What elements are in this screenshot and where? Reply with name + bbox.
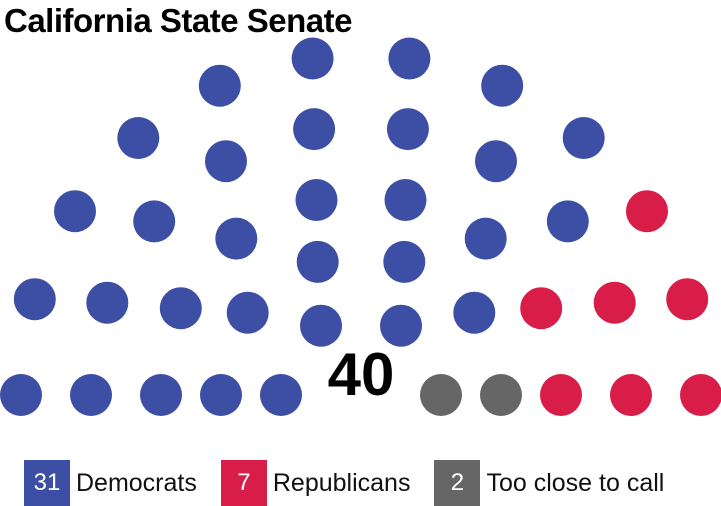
legend-item-democrats: 31 Democrats	[24, 460, 197, 506]
legend-label-democrats: Democrats	[76, 468, 197, 497]
legend-label-too-close: Too close to call	[486, 468, 665, 497]
legend-count-too-close: 2	[434, 460, 481, 506]
seat-too-close-to-call	[420, 374, 462, 416]
seat-democrats	[562, 117, 605, 159]
seat-republicans	[666, 278, 709, 321]
seat-democrats	[453, 291, 496, 334]
seat-democrats	[54, 190, 96, 233]
seat-republicans	[626, 190, 668, 233]
legend-item-republicans: 7 Republicans	[220, 460, 411, 506]
seat-democrats	[140, 374, 182, 416]
seat-democrats	[386, 108, 429, 151]
seat-democrats	[200, 374, 242, 416]
seat-democrats	[215, 217, 258, 260]
seat-democrats	[481, 64, 524, 107]
seat-democrats	[86, 281, 129, 324]
legend-item-too-close: 2 Too close to call	[434, 460, 664, 506]
seat-democrats	[226, 291, 269, 334]
legend-label-republicans: Republicans	[272, 468, 411, 497]
legend-count-republicans: 7	[220, 460, 267, 506]
total-seats: 40	[327, 341, 395, 408]
seat-democrats	[205, 140, 247, 183]
seat-democrats	[295, 179, 338, 221]
seat-democrats	[291, 37, 334, 80]
legend-count-democrats: 31	[24, 460, 70, 506]
seat-democrats	[546, 200, 589, 243]
seat-democrats	[13, 278, 56, 321]
seat-too-close-to-call	[480, 374, 522, 416]
seat-republicans	[680, 374, 721, 416]
seat-republicans	[540, 374, 582, 416]
seat-democrats	[198, 64, 241, 107]
seat-democrats	[117, 117, 160, 159]
seat-republicans	[610, 374, 652, 416]
seat-democrats	[384, 179, 427, 221]
parliament-chart	[0, 37, 721, 416]
seat-republicans	[520, 287, 563, 330]
chart-title: California State Senate	[4, 2, 352, 39]
seat-democrats	[296, 240, 339, 283]
seat-democrats	[300, 304, 342, 347]
seat-democrats	[260, 374, 302, 416]
seat-democrats	[70, 374, 112, 416]
seat-democrats	[383, 240, 426, 283]
seat-democrats	[0, 374, 42, 416]
seat-democrats	[388, 37, 431, 80]
seat-republicans	[593, 281, 636, 324]
seat-democrats	[380, 304, 422, 347]
seat-democrats	[475, 140, 517, 183]
seat-democrats	[133, 200, 176, 243]
legend: 31 Democrats 7 Republicans 2 Too close t…	[24, 460, 688, 506]
seat-democrats	[293, 108, 336, 151]
seat-democrats	[159, 287, 202, 330]
seat-democrats	[464, 217, 507, 260]
